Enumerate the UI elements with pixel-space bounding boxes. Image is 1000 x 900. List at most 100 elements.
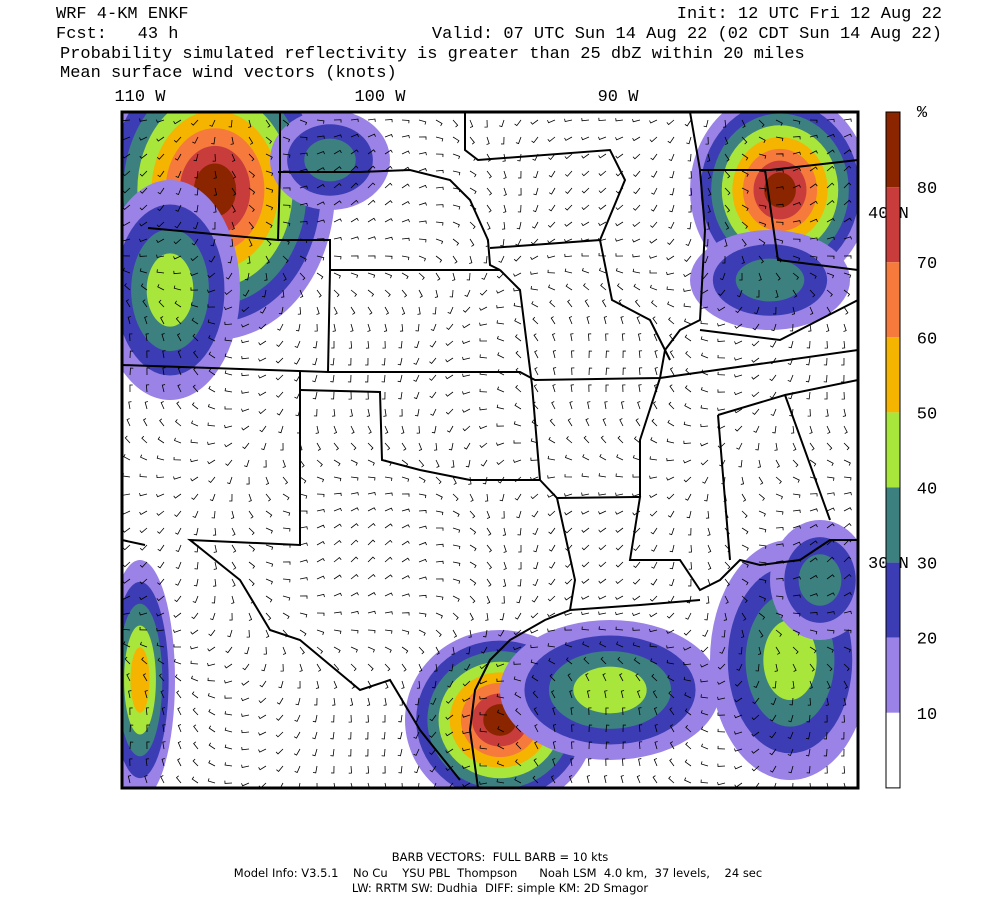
wind-barb xyxy=(792,476,800,483)
wind-barb xyxy=(367,149,376,155)
wind-barb xyxy=(518,170,522,179)
wind-barb xyxy=(139,170,148,177)
wind-barb xyxy=(479,696,488,700)
wind-barb xyxy=(401,183,410,189)
wind-barb xyxy=(333,442,339,451)
wind-barb xyxy=(330,357,335,366)
wind-barb xyxy=(278,306,284,315)
wind-barb xyxy=(418,238,427,243)
wind-barb xyxy=(445,697,454,704)
wind-barb xyxy=(365,748,369,757)
wind-barb xyxy=(518,187,522,196)
wind-barb xyxy=(549,299,556,308)
wind-barb xyxy=(462,373,471,378)
wind-barb xyxy=(462,340,471,344)
wind-barb xyxy=(146,367,150,376)
wind-barb xyxy=(649,238,658,244)
wind-barb xyxy=(741,544,749,551)
wind-barb xyxy=(142,299,148,308)
wind-barb xyxy=(367,425,372,434)
wind-barb xyxy=(824,714,828,723)
wind-barb xyxy=(483,629,488,638)
wind-barb xyxy=(435,476,442,485)
wind-barb xyxy=(516,510,522,519)
wind-barb xyxy=(809,663,815,672)
wind-barb xyxy=(792,629,800,636)
wind-barb xyxy=(826,133,835,138)
probability-contour xyxy=(798,554,842,606)
wind-barb xyxy=(401,508,410,512)
wind-barb xyxy=(717,306,726,312)
wind-barb xyxy=(632,642,641,648)
colorbar-segment xyxy=(886,712,900,788)
wind-barb xyxy=(654,367,658,376)
wind-barb xyxy=(650,153,658,161)
wind-barb xyxy=(401,663,407,672)
wind-barb xyxy=(316,219,325,223)
wind-barb xyxy=(350,459,358,466)
wind-barb xyxy=(717,728,726,733)
wind-barb xyxy=(248,527,255,536)
wind-barb xyxy=(669,741,675,750)
wind-barb xyxy=(496,663,505,668)
wind-barb xyxy=(632,204,641,211)
wind-barb xyxy=(299,510,308,514)
wind-barb xyxy=(481,272,488,280)
wind-barb xyxy=(258,323,267,330)
wind-barb xyxy=(496,760,505,767)
wind-barb xyxy=(775,459,780,468)
wind-barb xyxy=(486,221,491,230)
wind-barb xyxy=(792,151,801,155)
wind-barb xyxy=(177,350,182,359)
wind-barb xyxy=(401,540,410,546)
wind-barb xyxy=(248,136,254,145)
wind-barb xyxy=(244,272,250,281)
wind-barb xyxy=(738,646,743,655)
wind-barb xyxy=(207,403,216,410)
wind-barb xyxy=(700,679,709,683)
wind-barb xyxy=(174,300,182,308)
wind-barb xyxy=(350,289,358,297)
wind-barb xyxy=(451,459,455,468)
wind-barb xyxy=(615,544,624,551)
wind-barb xyxy=(401,272,409,280)
colorbar-segment xyxy=(886,412,900,488)
barb-note: BARB VECTORS: FULL BARB = 10 kts xyxy=(392,850,609,864)
wind-barb xyxy=(466,646,471,655)
wind-barb xyxy=(156,136,165,142)
wind-barb xyxy=(435,543,444,548)
wind-barb xyxy=(620,316,624,325)
wind-barb xyxy=(703,119,709,128)
wind-barb xyxy=(366,697,371,706)
wind-barb xyxy=(486,204,492,213)
wind-barb xyxy=(177,741,182,750)
wind-barb xyxy=(258,374,267,379)
wind-barb xyxy=(603,775,608,784)
wind-barb xyxy=(792,612,801,617)
wind-barb xyxy=(503,204,507,213)
wind-barb xyxy=(316,272,324,280)
wind-barb xyxy=(224,306,233,310)
wind-barb xyxy=(347,748,352,757)
wind-barb xyxy=(621,758,626,767)
wind-barb xyxy=(567,418,573,427)
wind-barb xyxy=(620,775,624,784)
wind-barb xyxy=(758,255,764,264)
wind-barb xyxy=(350,442,357,451)
wind-barb xyxy=(569,690,573,699)
wind-barb xyxy=(666,659,675,665)
wind-barb xyxy=(207,289,216,293)
wind-barb xyxy=(717,745,726,750)
wind-barb xyxy=(685,351,692,359)
wind-barb xyxy=(615,238,624,242)
wind-barb xyxy=(192,136,199,144)
wind-barb xyxy=(435,578,444,582)
wind-barb xyxy=(350,629,359,634)
wind-barb xyxy=(669,187,675,196)
wind-barb xyxy=(687,527,692,536)
wind-barb xyxy=(129,384,133,393)
wind-barb xyxy=(497,476,505,484)
wind-barb xyxy=(843,118,852,122)
wind-barb xyxy=(552,724,557,733)
wind-barb xyxy=(632,578,641,585)
